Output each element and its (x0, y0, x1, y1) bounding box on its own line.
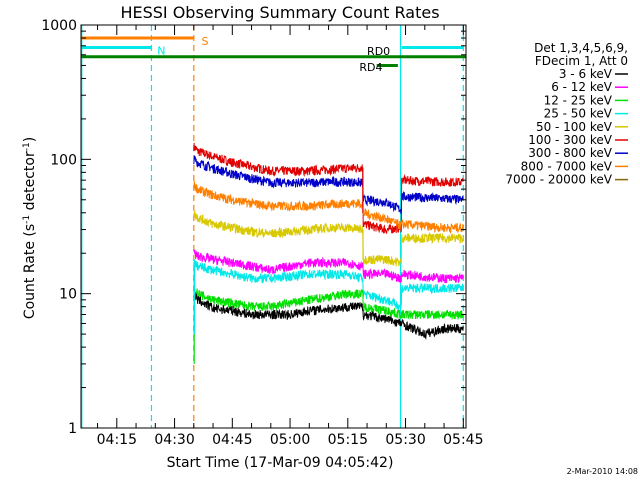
y-axis-label-main: Count Rate (s (22, 224, 38, 319)
x-axis-label: Start Time (17-Mar-09 04:05:42) (167, 455, 394, 471)
y-axis-label-sup1: -1 (22, 215, 32, 224)
legend-entry-label: 6 - 12 keV (551, 80, 613, 94)
flag-label: RD0 (367, 45, 390, 58)
series-line (193, 291, 464, 340)
spikes-group (193, 167, 364, 364)
y-tick-label: 100 (50, 152, 77, 168)
legend-entry-label: 300 - 800 keV (528, 146, 612, 160)
legend-entry-label: 100 - 300 keV (528, 133, 612, 147)
y-tick-label: 1 (68, 421, 77, 437)
x-tick-label: 05:00 (270, 432, 310, 448)
x-tick-label: 05:30 (385, 432, 425, 448)
series-line (193, 181, 464, 235)
legend-entry-label: 7000 - 20000 keV (505, 173, 612, 187)
legend-entry-label: 50 - 100 keV (536, 120, 613, 134)
y-tick-label: 1000 (41, 18, 77, 34)
legend-header-1: Det 1,3,4,5,6,9, (534, 41, 628, 55)
plot-frame (80, 24, 467, 429)
series-group (193, 142, 464, 340)
flag-bars: S N RD0 RD4 (81, 35, 466, 74)
legend-entry-label: 25 - 50 keV (544, 107, 613, 121)
series-line (193, 249, 464, 284)
x-tick-label: 04:45 (212, 432, 252, 448)
x-tick-label: 05:15 (328, 432, 368, 448)
series-line (193, 155, 464, 214)
y-axis-label-mid: detector (22, 151, 38, 215)
flag-label: RD4 (359, 61, 382, 74)
y-axis-label-sup2: -1 (22, 142, 32, 151)
x-tick-label: 04:30 (154, 432, 194, 448)
series-line (193, 260, 464, 311)
chart-title: HESSI Observing Summary Count Rates (120, 3, 439, 22)
series-line (193, 210, 464, 267)
flag-label: S (202, 35, 209, 48)
legend: Det 1,3,4,5,6,9, FDecim 1, Att 0 3 - 6 k… (505, 41, 628, 187)
x-tick-label: 04:15 (97, 432, 137, 448)
y-axis-label-end: ) (22, 137, 38, 142)
legend-entry-label: 3 - 6 keV (559, 67, 613, 81)
x-tick-label: 05:45 (443, 432, 483, 448)
legend-entry-label: 12 - 25 keV (544, 93, 613, 107)
flag-label: N (157, 44, 165, 57)
y-tick-label: 10 (59, 287, 77, 303)
legend-header-2: FDecim 1, Att 0 (535, 54, 628, 68)
axes-group: 1 10 100 1000 04:15 04:30 04:45 05:00 05:15 05:30… (41, 18, 483, 448)
series-line (193, 142, 464, 234)
legend-entry-label: 800 - 7000 keV (521, 159, 613, 173)
timestamp: 2-Mar-2010 14:08 (567, 467, 638, 476)
y-axis-label: Count Rate (s-1 detector-1) (22, 137, 38, 319)
series-line (193, 287, 464, 321)
